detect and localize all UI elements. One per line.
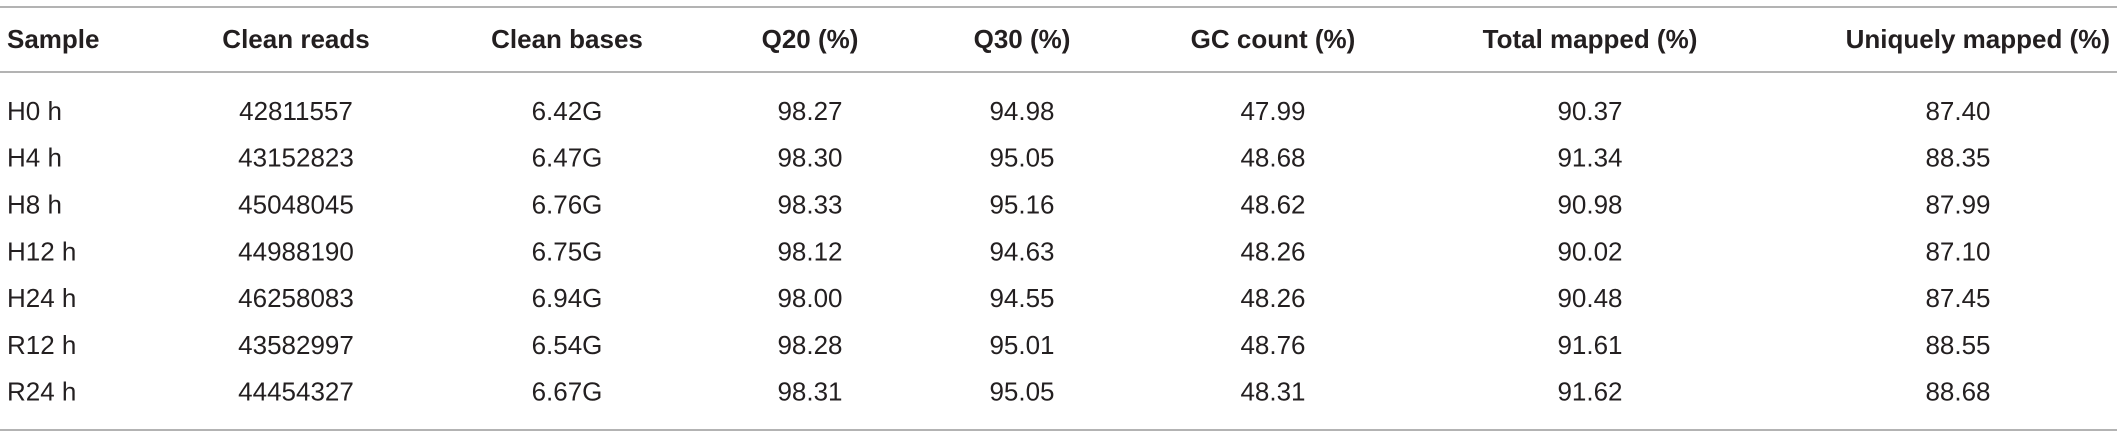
table-cell: 98.31: [777, 377, 842, 407]
row-label: R24 h: [7, 377, 76, 407]
table-cell: 44454327: [238, 377, 354, 407]
table-cell: 42811557: [239, 96, 353, 126]
table-cell: 87.45: [1925, 283, 1990, 313]
column-header: Sample: [7, 24, 100, 54]
table-cell: 90.37: [1557, 96, 1622, 126]
table-cell: 98.28: [777, 330, 842, 360]
column-header: GC count (%): [1191, 24, 1356, 54]
table-cell: 98.30: [777, 143, 842, 173]
table-cell: 95.05: [989, 143, 1054, 173]
column-header: Q20 (%): [762, 24, 859, 54]
row-label: R12 h: [7, 330, 76, 360]
column-header: Clean reads: [222, 24, 369, 54]
row-label: H8 h: [7, 189, 62, 219]
table-cell: 6.47G: [532, 143, 603, 173]
table-cell: 48.31: [1240, 377, 1305, 407]
table-cell: 6.75G: [532, 236, 603, 266]
table-cell: 88.68: [1925, 377, 1990, 407]
column-header: Uniquely mapped (%): [1846, 24, 2110, 54]
table-cell: 91.61: [1557, 330, 1622, 360]
table-cell: 94.55: [989, 283, 1054, 313]
table-cell: 43582997: [238, 330, 354, 360]
table-cell: 90.98: [1557, 189, 1622, 219]
table-cell: 98.33: [777, 189, 842, 219]
table-cell: 98.12: [777, 236, 842, 266]
table-cell: 87.99: [1925, 189, 1990, 219]
row-label: H12 h: [7, 236, 76, 266]
table-cell: 47.99: [1240, 96, 1305, 126]
table-cell: 91.34: [1557, 143, 1622, 173]
table-cell: 48.68: [1240, 143, 1305, 173]
table-cell: 44988190: [238, 236, 354, 266]
table-cell: 95.01: [989, 330, 1054, 360]
table-cell: 88.35: [1925, 143, 1990, 173]
table-cell: 6.94G: [532, 283, 603, 313]
table-cell: 90.02: [1557, 236, 1622, 266]
table-cell: 88.55: [1925, 330, 1990, 360]
table-cell: 43152823: [238, 143, 354, 173]
table-cell: 90.48: [1557, 283, 1622, 313]
table-cell: 48.76: [1240, 330, 1305, 360]
table-cell: 95.05: [989, 377, 1054, 407]
table-cell: 48.26: [1240, 283, 1305, 313]
column-header: Q30 (%): [974, 24, 1071, 54]
table-cell: 48.62: [1240, 189, 1305, 219]
table-cell: 45048045: [238, 189, 354, 219]
column-header: Total mapped (%): [1483, 24, 1698, 54]
table-cell: 46258083: [238, 283, 354, 313]
table-cell: 94.63: [989, 236, 1054, 266]
table-cell: 6.54G: [532, 330, 603, 360]
table-cell: 98.00: [777, 283, 842, 313]
table-cell: 6.67G: [532, 377, 603, 407]
table-cell: 98.27: [777, 96, 842, 126]
table-cell: 91.62: [1557, 377, 1622, 407]
column-header: Clean bases: [491, 24, 643, 54]
row-label: H0 h: [7, 96, 62, 126]
row-label: H4 h: [7, 143, 62, 173]
table-cell: 87.40: [1925, 96, 1990, 126]
table-cell: 6.76G: [532, 189, 603, 219]
table-cell: 48.26: [1240, 236, 1305, 266]
table-cell: 95.16: [989, 189, 1054, 219]
table-cell: 6.42G: [532, 96, 603, 126]
row-label: H24 h: [7, 283, 76, 313]
table-cell: 94.98: [989, 96, 1054, 126]
table-cell: 87.10: [1925, 236, 1990, 266]
